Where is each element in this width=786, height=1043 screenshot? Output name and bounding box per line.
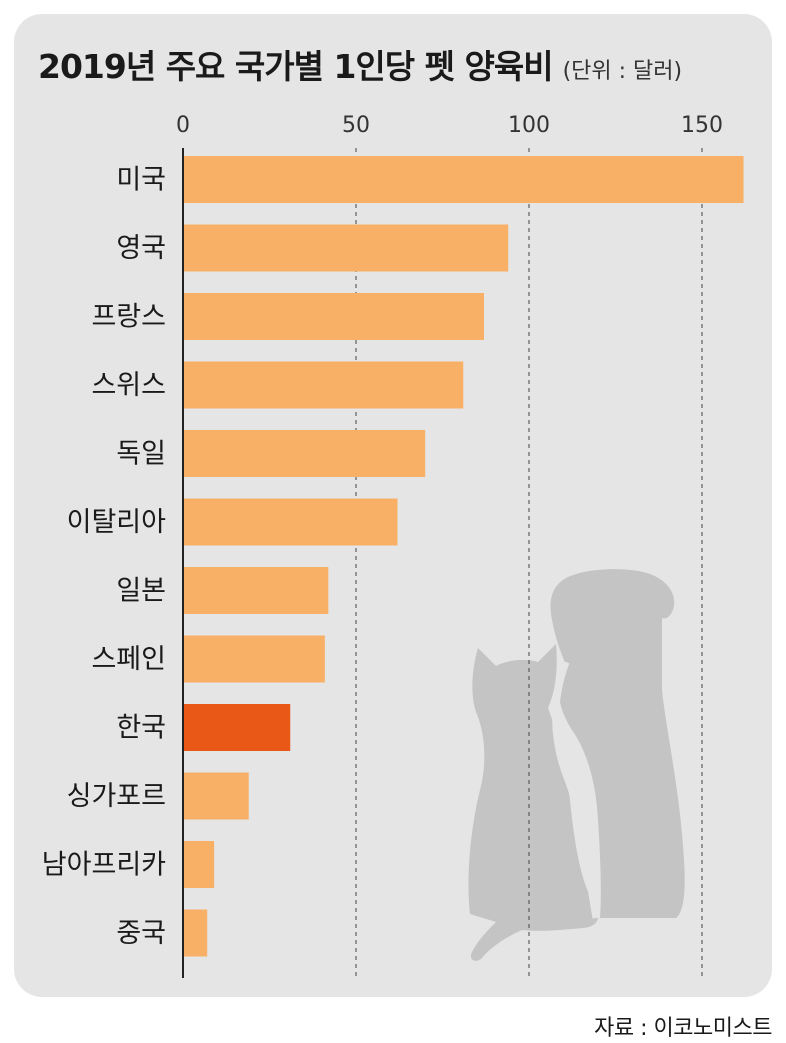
- category-label: 일본: [116, 576, 166, 607]
- source-note: 자료 : 이코노미스트: [594, 1016, 772, 1041]
- category-label: 스위스: [91, 370, 166, 401]
- bar: [183, 704, 291, 751]
- category-label: 싱가포르: [67, 781, 166, 812]
- unit-label: (단위 : 달러): [562, 59, 683, 84]
- tick-labels: 0 50 100 150: [176, 113, 723, 138]
- bar: [183, 909, 208, 957]
- pet-silhouettes: [468, 569, 685, 961]
- category-label: 중국: [116, 918, 166, 949]
- bar: [183, 293, 485, 340]
- bar: [183, 361, 464, 409]
- bar: [183, 635, 325, 683]
- bars: [183, 156, 744, 957]
- bar: [183, 430, 426, 477]
- bar: [183, 156, 744, 203]
- title-row: 2019년 주요 국가별 1인당 펫 양육비 (단위 : 달러): [38, 40, 682, 88]
- bar: [183, 772, 249, 820]
- x-tick-label: 0: [176, 113, 190, 138]
- category-label: 스페인: [91, 644, 166, 675]
- category-label: 독일: [116, 439, 166, 470]
- category-label: 미국: [116, 165, 166, 196]
- cat-silhouette: [468, 644, 599, 961]
- x-tick-label: 100: [508, 113, 550, 138]
- bar: [183, 841, 215, 888]
- cat-dog-gap: [552, 660, 600, 919]
- category-label: 영국: [116, 233, 166, 264]
- category-label: 남아프리카: [42, 850, 166, 881]
- bar: [183, 224, 509, 272]
- category-label: 한국: [116, 713, 166, 744]
- dog-silhouette: [550, 569, 685, 918]
- grid-lines: [355, 148, 703, 978]
- bar: [183, 498, 398, 546]
- category-label: 이탈리아: [67, 507, 167, 538]
- bar: [183, 567, 329, 614]
- category-label: 프랑스: [91, 302, 166, 333]
- x-tick-label: 150: [681, 113, 723, 138]
- x-tick-label: 50: [342, 113, 370, 138]
- chart-title: 2019년 주요 국가별 1인당 펫 양육비: [38, 47, 554, 86]
